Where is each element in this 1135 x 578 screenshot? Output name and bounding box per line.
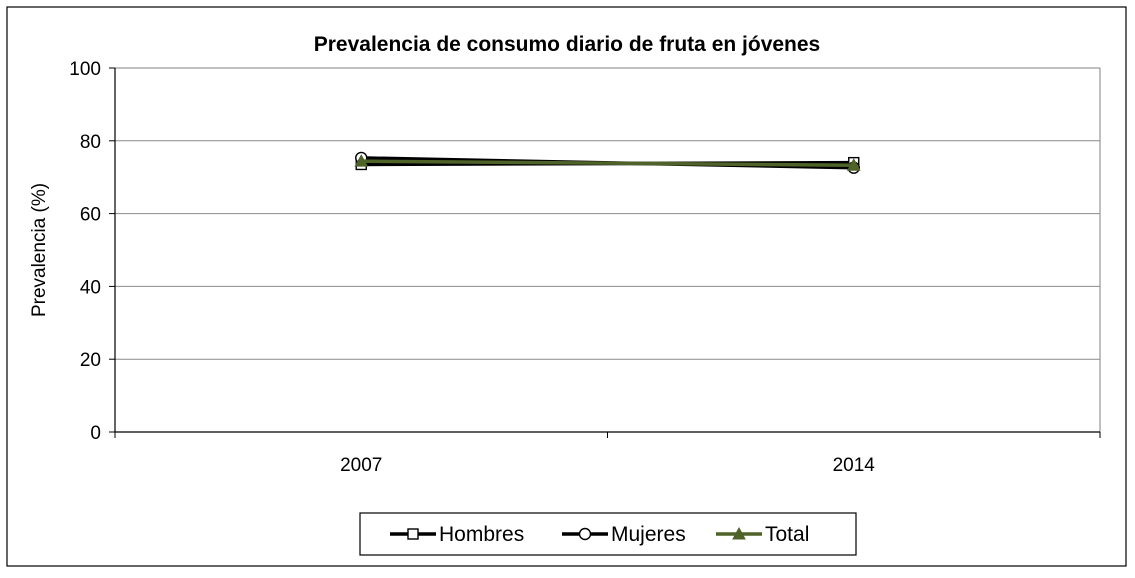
y-tick-label: 100 <box>69 59 101 80</box>
x-tick-label: 2007 <box>340 455 382 476</box>
legend-item-total: Total <box>716 523 809 546</box>
y-tick-label: 20 <box>80 350 101 371</box>
y-tick-label: 0 <box>90 423 101 444</box>
series-total <box>354 154 861 171</box>
legend-marker-icon <box>732 526 746 540</box>
series-line-total <box>361 159 854 167</box>
y-tick-label: 60 <box>80 205 101 226</box>
legend-marker-icon <box>578 527 592 541</box>
y-tick-label: 80 <box>80 132 101 153</box>
legend-item-mujeres: Mujeres <box>562 523 686 546</box>
x-tick-label: 2014 <box>833 455 876 476</box>
data-point-total <box>846 158 861 171</box>
y-axis-label: Prevalencia (%) <box>29 183 50 317</box>
data-point-total <box>354 154 369 167</box>
legend-label: Mujeres <box>611 523 686 546</box>
legend-label: Hombres <box>439 523 524 546</box>
chart-title: Prevalencia de consumo diario de fruta e… <box>314 33 821 56</box>
gridlines <box>115 67 1101 432</box>
legend: Hombres Mujeres Total <box>359 512 857 556</box>
axes: 0 20 40 60 80 100 2007 2014 <box>69 59 1101 476</box>
legend-marker-icon <box>407 528 419 540</box>
legend-item-hombres: Hombres <box>390 523 524 546</box>
series-lines <box>354 151 861 174</box>
legend-label: Total <box>765 523 809 546</box>
y-tick-label: 40 <box>80 277 101 298</box>
